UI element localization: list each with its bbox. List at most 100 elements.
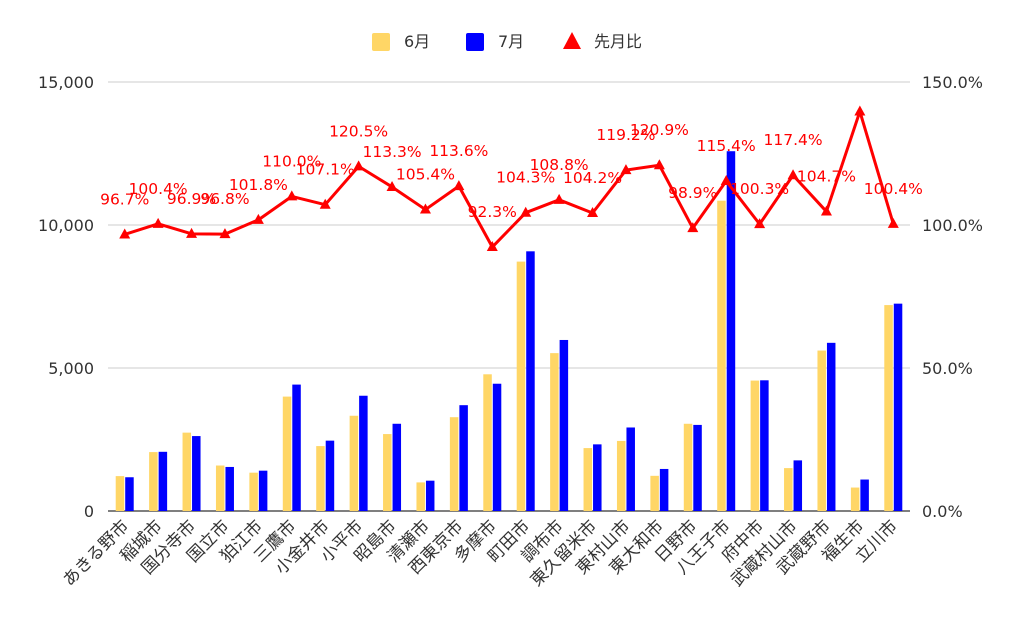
bar-6 [149,452,158,511]
line-point [219,228,231,239]
bar-6 [449,417,459,511]
data-label: 108.8% [530,156,589,174]
line-point [653,159,665,170]
line-point [887,217,899,228]
bar-7 [626,427,635,511]
bar-7 [425,480,435,511]
data-label: 117.4% [763,131,822,149]
bar-7 [659,468,669,511]
legend-marker-ratio [563,32,581,49]
bar-6 [516,261,526,511]
bar-7 [860,479,869,511]
line-point [186,227,198,238]
data-label: 113.3% [362,143,421,161]
bar-6 [416,482,425,511]
bar-6 [817,350,826,511]
data-label: 105.4% [396,166,455,184]
data-label: 110.0% [262,152,321,170]
bar-7 [726,151,736,511]
bar-7 [192,436,201,511]
bar-7 [459,405,468,511]
data-label: 104.2% [563,169,622,187]
data-label: 107.1% [296,161,355,179]
line-ratio [124,109,895,249]
y-right-tick-label: 100.0% [922,216,983,235]
line-point [820,205,832,216]
data-label: 98.9% [668,184,717,202]
legend-swatch-6 [372,33,390,51]
bar-6 [115,476,125,511]
bar-7 [526,251,535,511]
bar-7 [359,395,368,511]
line-point [587,206,599,217]
y-left-tick-label: 15,000 [38,73,94,92]
data-label: 96.7% [100,190,149,208]
data-label: 101.8% [229,176,288,194]
data-label: 115.4% [697,137,756,155]
gridlines [108,81,910,512]
bar-7 [392,423,402,511]
legend-label-ratio: 先月比 [594,32,642,51]
bar-series [115,151,903,511]
line-point [252,213,264,224]
line-point [453,180,465,191]
bar-7 [258,470,268,511]
legend: 6月 7月 先月比 [372,32,642,51]
line-point [787,169,799,180]
data-label: 104.3% [496,169,555,187]
data-label: 96.9% [167,190,216,208]
bar-7 [292,384,301,511]
data-label: 100.4% [864,180,923,198]
line-point [419,203,431,214]
legend-swatch-7 [466,33,484,51]
line-point [854,105,866,116]
line-point [754,218,766,229]
data-label: 96.8% [200,190,249,208]
y-right-tick-label: 0.0% [922,502,963,521]
bar-6 [583,448,593,511]
bar-7 [826,342,836,511]
bar-6 [182,432,192,511]
data-label: 92.3% [468,203,517,221]
bar-6 [215,465,225,511]
bar-7 [793,460,803,511]
line-point [353,160,365,171]
bar-6 [550,353,559,511]
bar-6 [650,475,659,511]
bar-6 [282,396,292,511]
line-point [319,198,331,209]
bar-7 [158,451,168,511]
bar-7 [593,444,602,511]
bar-6 [784,468,793,511]
line-point [620,164,632,175]
bar-6 [717,200,726,511]
bar-6 [750,380,760,511]
bar-6 [683,423,693,511]
bar-6 [850,487,860,511]
bar-7 [559,339,569,511]
bar-6 [316,446,325,511]
line-point [553,193,565,204]
bar-7 [693,424,702,511]
bar-7 [225,466,234,511]
line-point [720,174,732,185]
y-left-tick-label: 5,000 [48,359,94,378]
data-label: 100.3% [730,180,789,198]
line-point [687,222,699,233]
bar-6 [884,305,893,511]
bar-6 [383,434,392,511]
y-left-tick-label: 0 [84,502,94,521]
line-series: 96.7% 100.4% 96.9%96.8%101.8% 110.0%107.1% 1… [100,105,923,252]
legend-label-6: 6月 [404,32,430,51]
data-label: 104.7% [797,168,856,186]
bar-7 [893,303,903,511]
axes: 05,00010,00015,0000.0%50.0%100.0%150.0%あ… [38,73,983,591]
bar-6 [349,415,359,511]
bar-7 [760,380,769,511]
data-label: 113.6% [429,142,488,160]
line-point [486,241,498,252]
y-left-tick-label: 10,000 [38,216,94,235]
data-label: 120.9% [630,121,689,139]
